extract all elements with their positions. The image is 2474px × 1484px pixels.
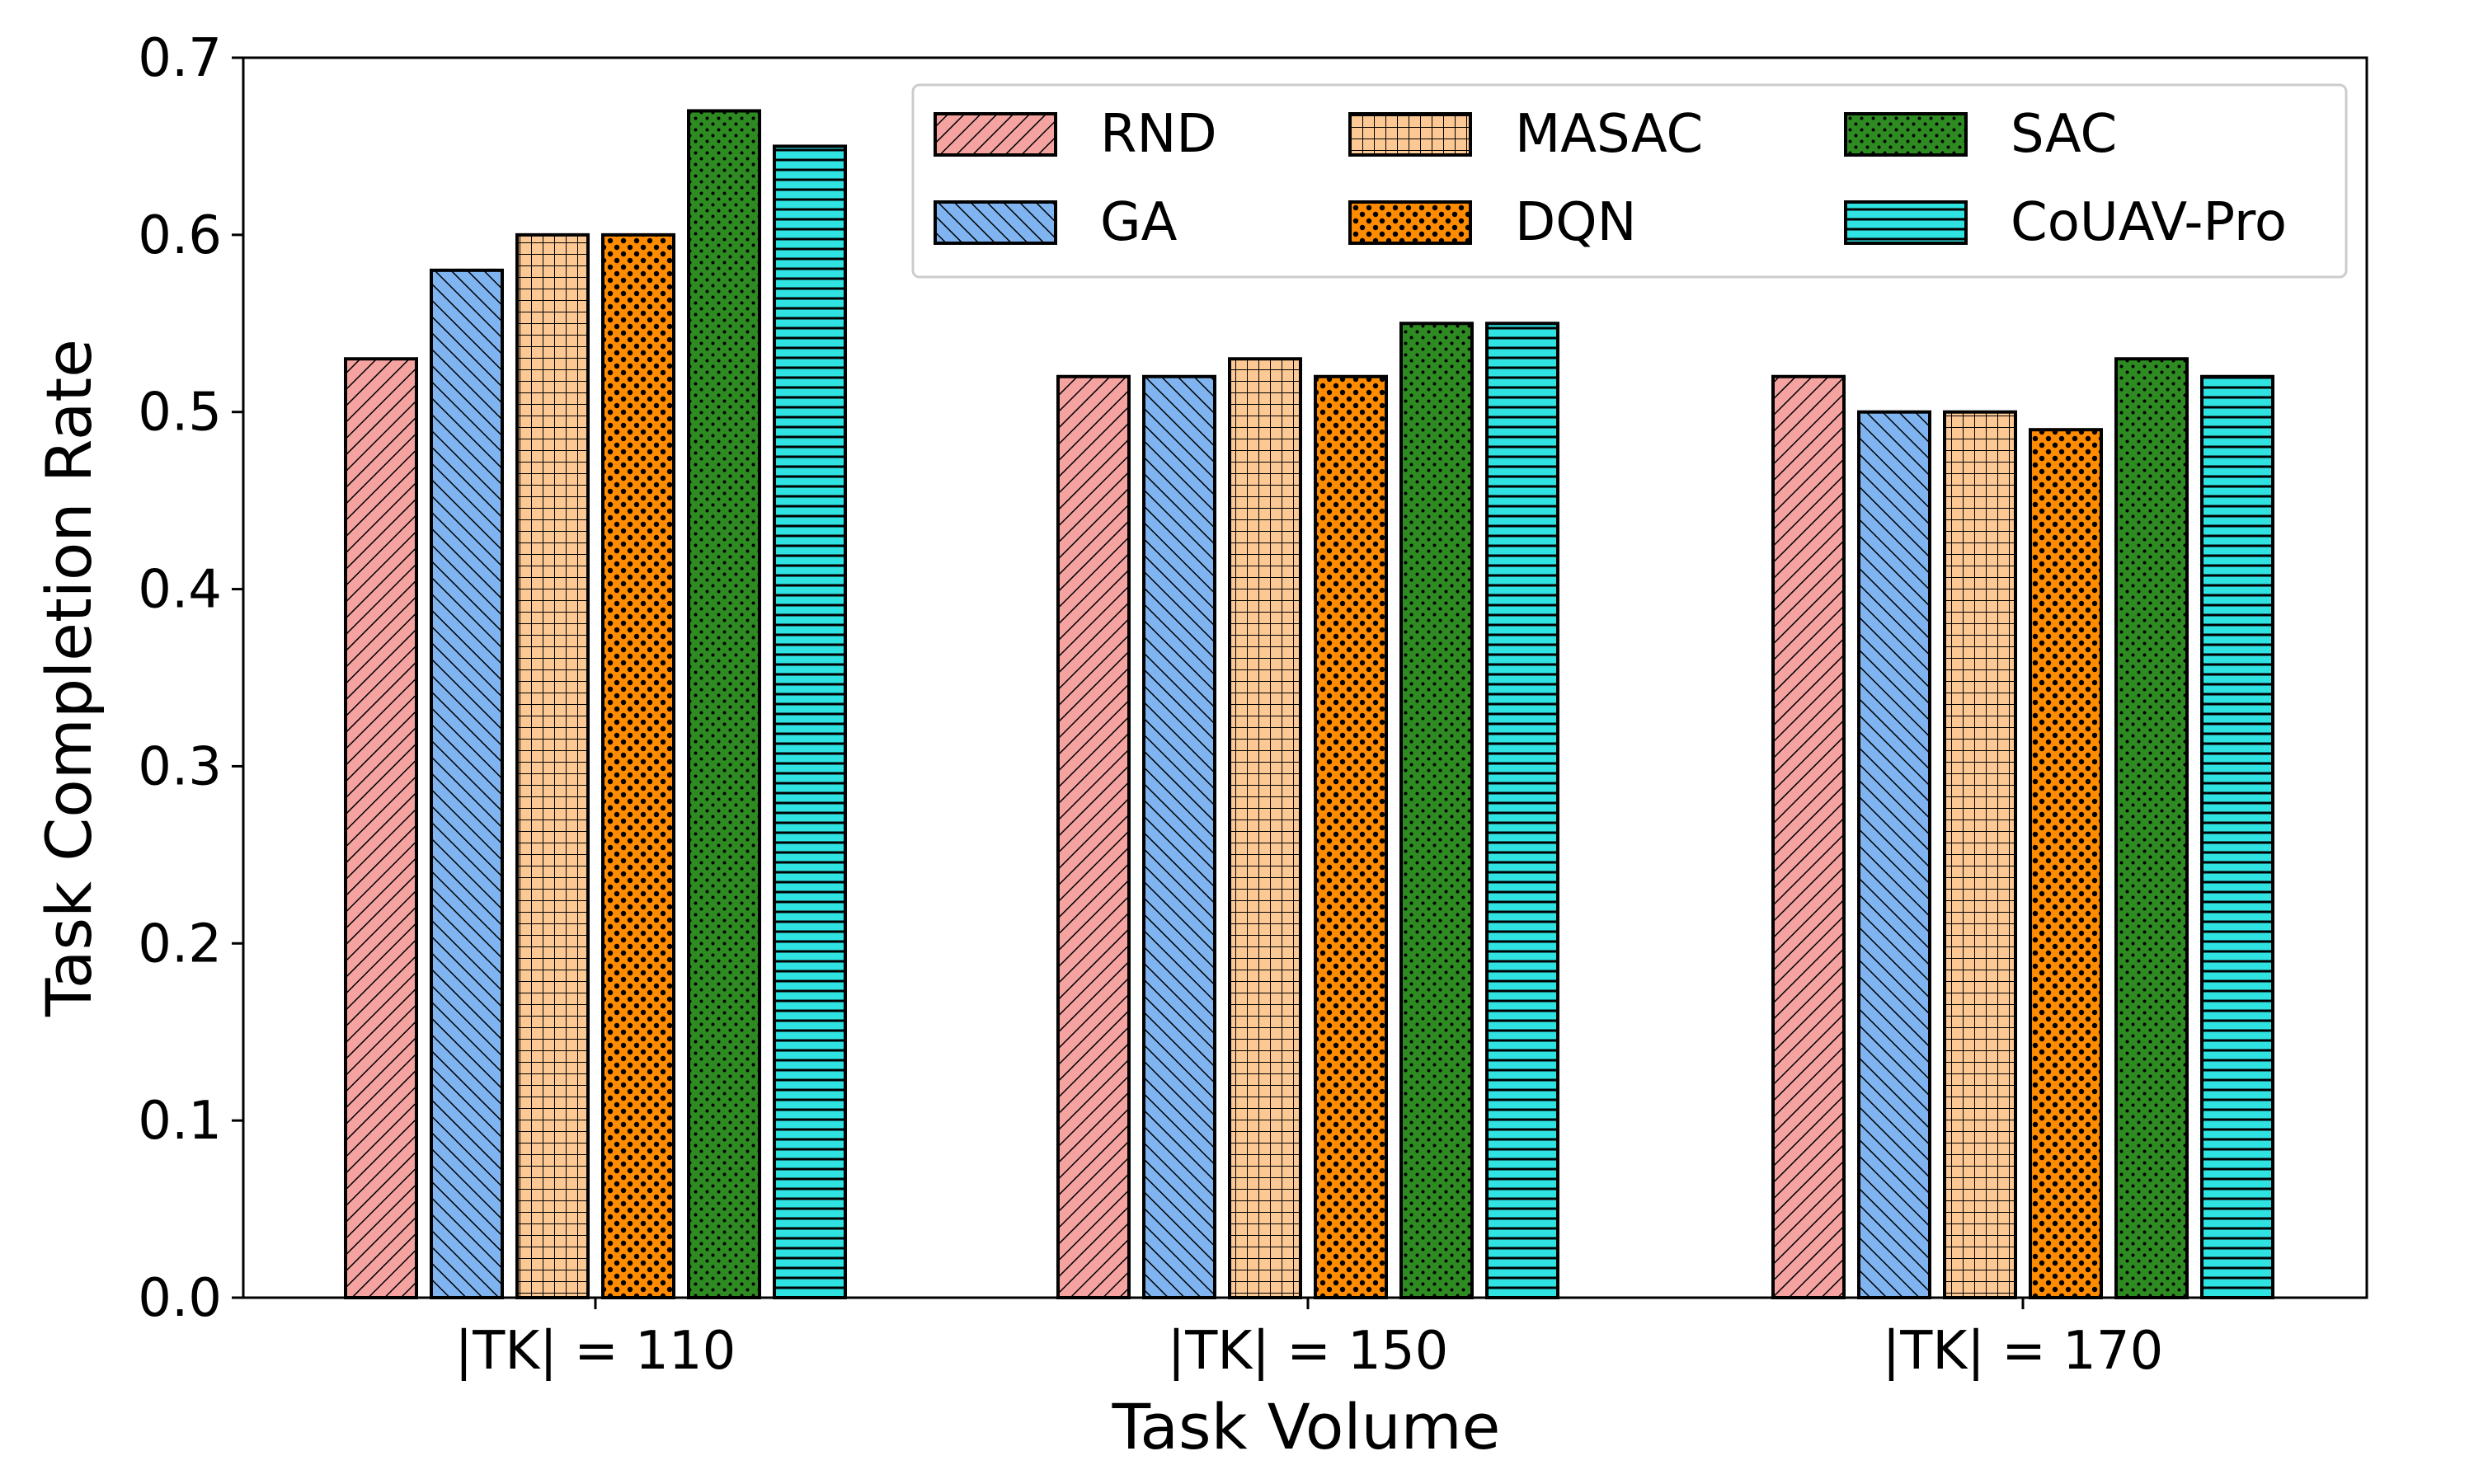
legend-swatch-ga: [934, 200, 1057, 245]
x-tick-label: |TK| = 150: [1168, 1321, 1449, 1382]
legend-swatch-sac: [1844, 112, 1968, 157]
legend-label-rnd: RND: [1100, 104, 1217, 165]
legend-label-dqn: DQN: [1515, 192, 1637, 253]
legend-label-couav-pro: CoUAV-Pro: [2011, 192, 2287, 253]
bar-couav-pro-0: [773, 144, 847, 1299]
bar-couav-pro-2: [2200, 374, 2274, 1300]
legend: RND GA MASAC DQN SAC CoUAV-Pro: [911, 83, 2348, 279]
bar-dqn-2: [2029, 428, 2103, 1300]
bar-couav-pro-1: [1485, 322, 1559, 1299]
legend-swatch-rnd: [934, 112, 1057, 157]
y-tick-label: 0.2: [138, 913, 222, 974]
legend-label-sac: SAC: [2011, 104, 2117, 165]
bar-sac-2: [2114, 357, 2189, 1299]
bar-ga-0: [430, 268, 504, 1299]
y-axis-label: Task Completion Rate: [32, 339, 106, 1017]
x-axis-ticks: |TK| = 110 |TK| = 150 |TK| = 170: [455, 1298, 2164, 1382]
bar-sac-0: [687, 109, 761, 1299]
legend-swatch-masac: [1348, 112, 1472, 157]
x-axis-label: Task Volume: [1112, 1390, 1501, 1463]
y-tick-label: 0.4: [138, 560, 222, 621]
bar-dqn-0: [601, 232, 675, 1299]
y-tick-label: 0.5: [138, 383, 222, 444]
bars: [344, 109, 2274, 1300]
y-tick-label: 0.6: [138, 205, 222, 266]
bar-dqn-1: [1314, 374, 1388, 1300]
y-tick-label: 0.1: [138, 1091, 222, 1152]
legend-label-masac: MASAC: [1515, 104, 1703, 165]
x-tick-label: |TK| = 170: [1883, 1321, 2164, 1382]
bar-rnd-0: [344, 357, 418, 1299]
legend-frame: [911, 83, 2348, 279]
legend-swatch-couav-pro: [1844, 200, 1968, 245]
bar-masac-1: [1228, 357, 1302, 1299]
y-tick-label: 0.7: [138, 28, 222, 89]
bar-ga-2: [1857, 410, 1931, 1300]
bar-sac-1: [1399, 322, 1474, 1299]
y-axis-ticks: 0.0 0.1 0.2 0.3 0.4 0.5 0.6 0.7: [138, 28, 243, 1329]
y-tick-label: 0.3: [138, 736, 222, 797]
y-tick-label: 0.0: [138, 1268, 222, 1329]
legend-swatch-dqn: [1348, 200, 1472, 245]
bar-rnd-1: [1056, 374, 1131, 1300]
bar-masac-2: [1943, 410, 2017, 1300]
bar-ga-1: [1142, 374, 1216, 1300]
x-tick-label: |TK| = 110: [455, 1321, 736, 1382]
bar-masac-0: [515, 232, 590, 1299]
plot-frame: [242, 56, 2368, 1299]
bar-rnd-2: [1771, 374, 1846, 1300]
legend-label-ga: GA: [1100, 192, 1178, 253]
